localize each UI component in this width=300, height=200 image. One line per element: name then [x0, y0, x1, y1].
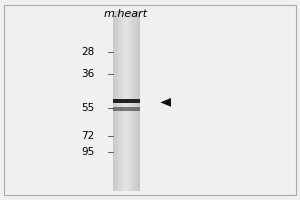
Bar	[116, 11, 117, 191]
Bar	[117, 11, 118, 191]
Bar	[113, 107, 140, 111]
Bar	[126, 11, 128, 191]
Polygon shape	[160, 98, 171, 107]
Bar	[125, 11, 126, 191]
Bar	[137, 11, 138, 191]
Bar	[136, 11, 137, 191]
Bar	[128, 11, 129, 191]
Text: 55: 55	[82, 103, 95, 113]
Bar	[134, 11, 136, 191]
Bar	[130, 11, 131, 191]
Bar	[113, 11, 114, 191]
Text: 95: 95	[82, 147, 95, 157]
Bar	[123, 11, 125, 191]
Bar	[129, 11, 130, 191]
Text: 36: 36	[82, 69, 95, 79]
Bar	[118, 11, 119, 191]
Text: m.heart: m.heart	[104, 9, 148, 19]
Bar	[119, 11, 121, 191]
Bar	[113, 99, 140, 103]
Bar	[138, 11, 140, 191]
Bar	[121, 11, 122, 191]
Bar	[133, 11, 134, 191]
Text: 28: 28	[82, 47, 95, 57]
Bar	[122, 11, 123, 191]
Bar	[131, 11, 133, 191]
Text: 72: 72	[82, 131, 95, 141]
Bar	[114, 11, 116, 191]
